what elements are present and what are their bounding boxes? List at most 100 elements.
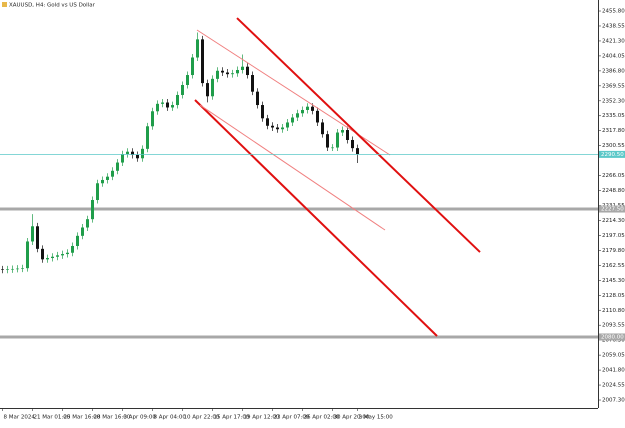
- level-label-box: [599, 333, 625, 341]
- candle-body: [271, 125, 274, 128]
- x-tick-label: 15 Apr 17:00: [214, 415, 250, 421]
- y-tick-label: 2076.30: [602, 338, 625, 344]
- trendline: [236, 17, 481, 253]
- candle-body: [146, 126, 149, 149]
- candle-body: [156, 103, 159, 112]
- candle-body: [216, 70, 219, 79]
- candle-body: [351, 139, 354, 149]
- candle-body: [251, 75, 254, 92]
- candle-body: [176, 94, 179, 106]
- chart-title: XAUUSD, H4: Gold vs US Dollar: [9, 3, 96, 9]
- candle-body: [166, 102, 169, 108]
- candle-body: [231, 73, 234, 75]
- candle-body: [86, 219, 89, 228]
- candle-body: [301, 109, 304, 114]
- x-tick-label: 26 Apr 02:00: [304, 415, 340, 421]
- price-label: 2290.50: [601, 152, 624, 158]
- candle-body: [266, 118, 269, 126]
- candle-body: [246, 66, 249, 76]
- candle-body: [66, 252, 69, 255]
- candle-body: [41, 248, 44, 260]
- x-tick-label: 25 Mar 16:00: [64, 415, 101, 421]
- y-tick-label: 2369.55: [602, 83, 625, 89]
- candle-body: [326, 134, 329, 148]
- x-tick-label: 19 Apr 12:00: [244, 415, 280, 421]
- candle-body: [306, 106, 309, 110]
- candle-body: [316, 110, 319, 123]
- y-tick-label: 2162.55: [602, 263, 625, 269]
- candle-body: [31, 226, 34, 242]
- candle-body: [211, 78, 214, 97]
- candle-body: [296, 113, 299, 118]
- y-tick-label: 2145.30: [602, 278, 625, 284]
- candle-body: [61, 254, 64, 256]
- candle-body: [56, 255, 59, 257]
- y-tick-label: 2404.05: [602, 53, 625, 59]
- level-label: 2227.50: [601, 207, 624, 213]
- candle-body: [136, 154, 139, 159]
- candle-body: [131, 151, 134, 155]
- candle-body: [106, 176, 109, 180]
- price-label-box: [599, 150, 625, 158]
- trendline: [199, 104, 386, 231]
- candle-body: [96, 183, 99, 201]
- candle-body: [356, 148, 359, 155]
- candle-body: [241, 66, 244, 70]
- y-tick-label: 2421.30: [602, 38, 625, 44]
- x-tick-label: 8 Mar 2024: [4, 415, 36, 421]
- y-tick-label: 2438.55: [602, 23, 625, 29]
- candle-body: [126, 151, 129, 155]
- candle-body: [256, 91, 259, 106]
- y-tick-label: 2266.05: [602, 173, 625, 179]
- candle-body: [341, 130, 344, 133]
- x-tick-label: 30 Apr 20:00: [334, 415, 370, 421]
- symbol-icon: [2, 2, 7, 7]
- y-tick-label: 2041.80: [602, 368, 625, 374]
- y-tick-label: 2007.30: [602, 398, 625, 404]
- y-tick-label: 2059.05: [602, 353, 625, 359]
- level-label-box: [599, 205, 625, 213]
- y-tick-label: 2110.80: [602, 308, 625, 314]
- candle-body: [121, 154, 124, 163]
- plot-area: [0, 17, 598, 339]
- y-tick-label: 2248.80: [602, 188, 625, 194]
- candle-body: [1, 269, 4, 270]
- candle-body: [206, 83, 209, 97]
- y-tick-label: 2128.05: [602, 293, 625, 299]
- candle-body: [36, 226, 39, 249]
- candle-body: [286, 122, 289, 128]
- candle-body: [201, 39, 204, 84]
- y-tick-label: 2455.80: [602, 9, 625, 15]
- candle-body: [71, 245, 74, 253]
- candle-body: [171, 105, 174, 108]
- candle-body: [111, 170, 114, 177]
- candle-body: [151, 111, 154, 127]
- candle-body: [116, 162, 119, 171]
- candle-body: [311, 106, 314, 111]
- candle-body: [276, 127, 279, 130]
- y-tick-label: 2024.55: [602, 383, 625, 389]
- candle-body: [346, 130, 349, 140]
- y-tick-label: 2335.05: [602, 113, 625, 119]
- y-tick-label: 2317.80: [602, 128, 625, 134]
- level-label: 2080.00: [601, 334, 624, 340]
- candle-body: [186, 75, 189, 85]
- candle-body: [46, 258, 49, 260]
- y-tick-label: 2352.30: [602, 98, 625, 104]
- candle-body: [141, 148, 144, 159]
- y-tick-label: 2179.80: [602, 248, 625, 254]
- y-tick-label: 2214.30: [602, 218, 625, 224]
- candle-body: [16, 268, 19, 270]
- candle-body: [81, 227, 84, 236]
- candle-body: [26, 241, 29, 269]
- candle-body: [76, 235, 79, 246]
- y-tick-label: 2197.05: [602, 233, 625, 239]
- x-tick-label: 21 Mar 01:00: [34, 415, 71, 421]
- y-tick-label: 2093.55: [602, 323, 625, 329]
- y-tick-label: 2300.55: [602, 143, 625, 149]
- x-tick-label: 10 Apr 22:00: [184, 415, 220, 421]
- candle-body: [91, 200, 94, 220]
- candle-body: [281, 127, 284, 130]
